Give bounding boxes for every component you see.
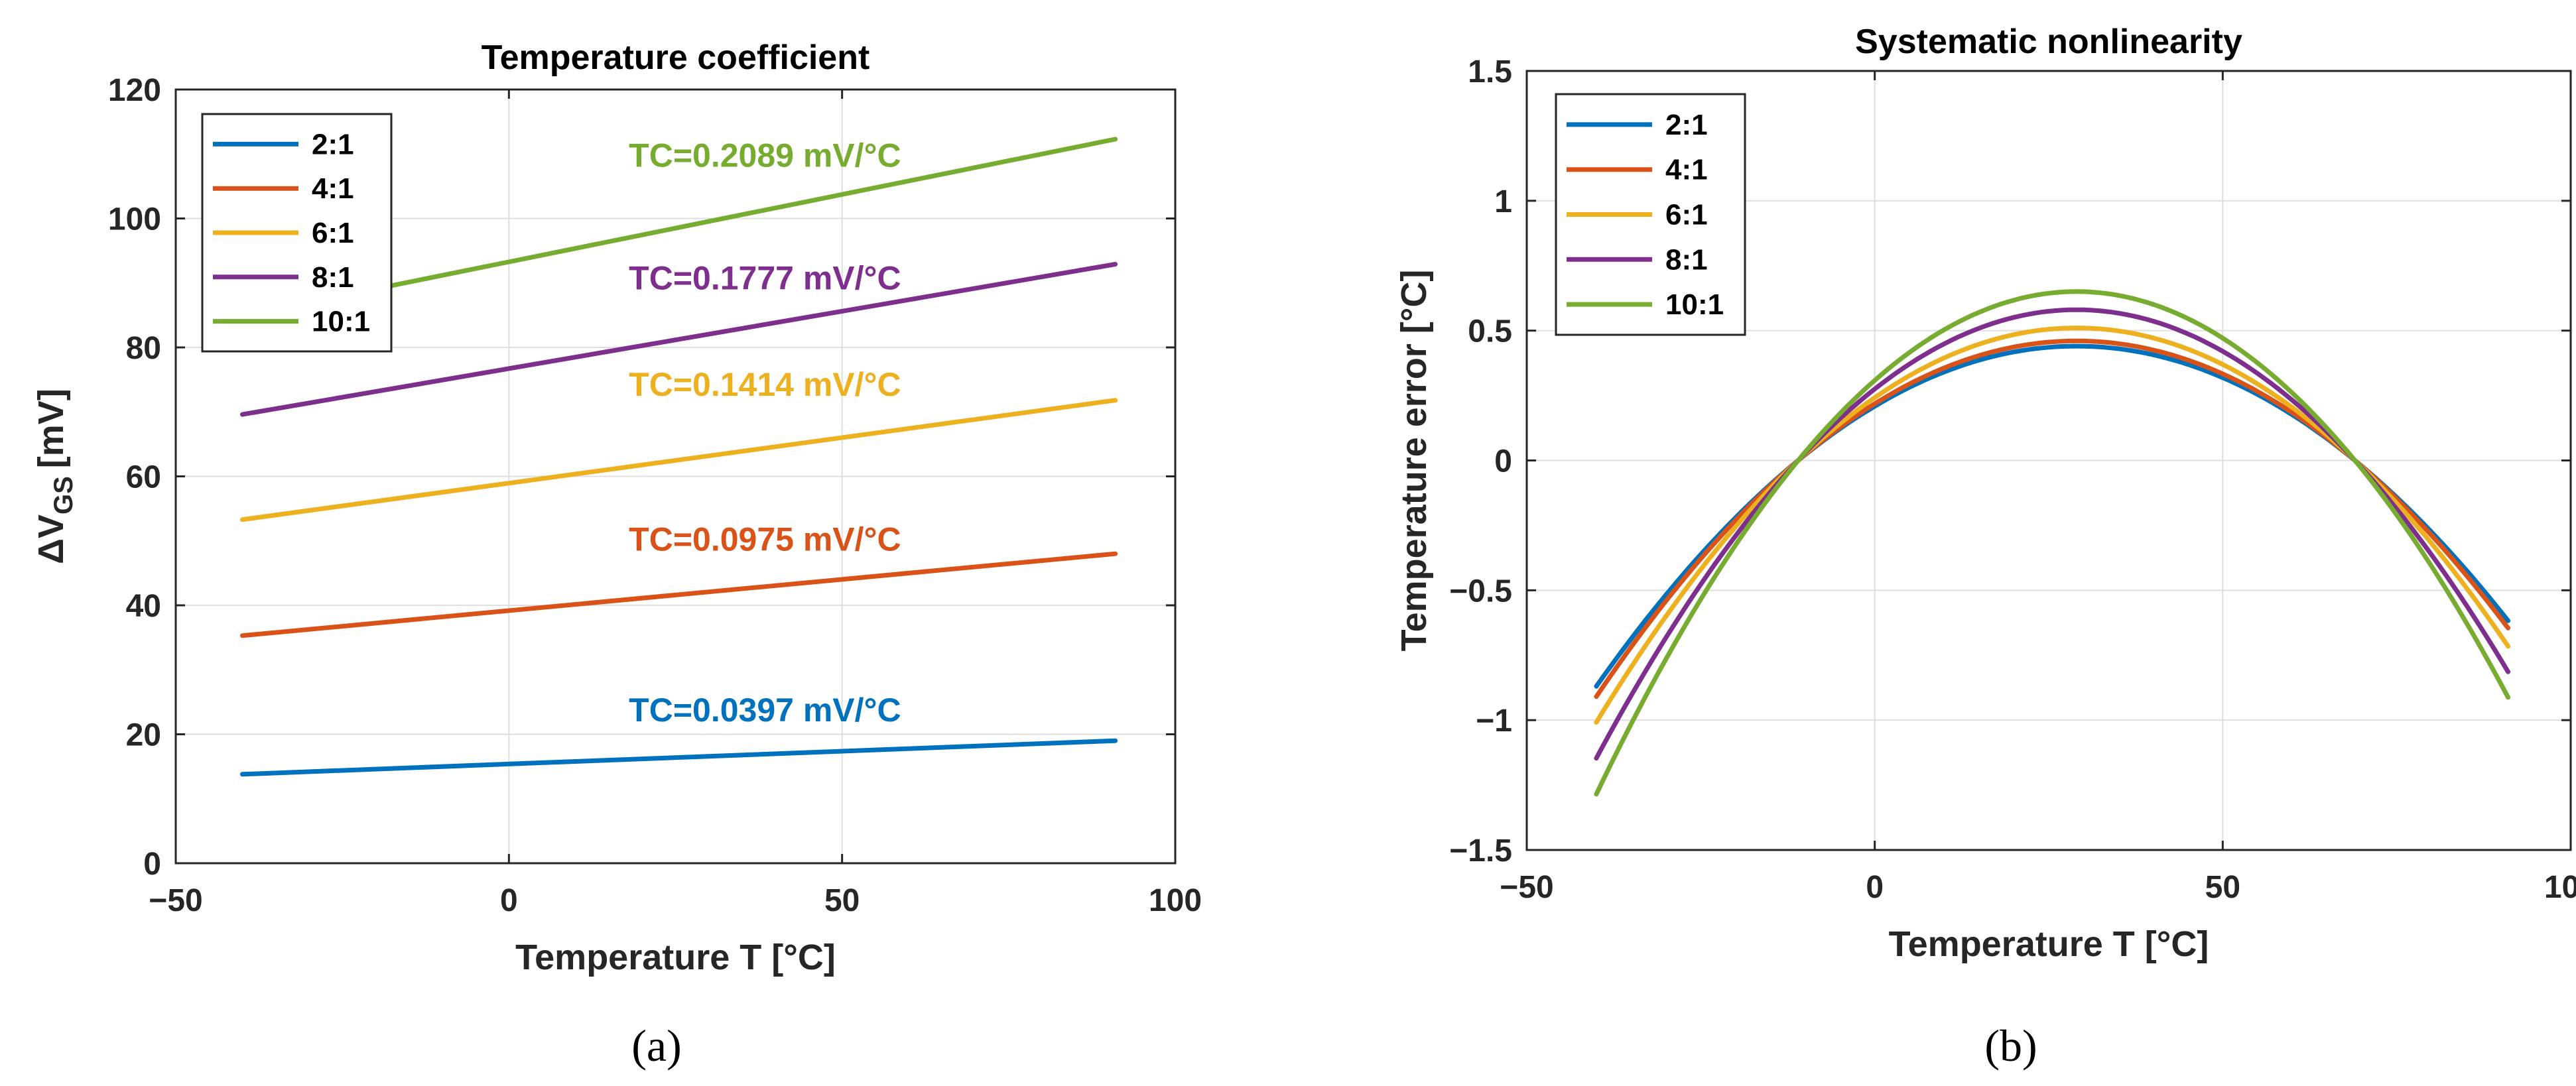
series-line-4-1 bbox=[240, 551, 1118, 638]
x-tick-label: 50 bbox=[2205, 870, 2240, 905]
y-axis-label-subscript: GS bbox=[49, 476, 78, 514]
tc-annotation-6-1: TC=0.1414 mV/°C bbox=[629, 366, 901, 403]
tc-annotation-10-1: TC=0.2089 mV/°C bbox=[629, 137, 901, 174]
legend-label-10-1: 10:1 bbox=[312, 306, 370, 338]
chart-title: Systematic nonlinearity bbox=[1855, 23, 2242, 61]
legend-label-2-1: 2:1 bbox=[312, 128, 354, 160]
x-tick-label: 0 bbox=[500, 883, 518, 918]
y-tick-label: −0.5 bbox=[1449, 573, 1512, 609]
y-tick-label: 1.5 bbox=[1468, 54, 1512, 90]
chart-title: Temperature coefficient bbox=[482, 38, 870, 77]
tc-annotation-4-1: TC=0.0975 mV/°C bbox=[629, 520, 901, 558]
legend-label-10-1: 10:1 bbox=[1665, 288, 1724, 321]
series-line-8-1 bbox=[240, 262, 1118, 417]
legend-label-4-1: 4:1 bbox=[312, 172, 354, 205]
y-tick-label: 1 bbox=[1494, 184, 1512, 219]
y-tick-label: 20 bbox=[126, 718, 161, 753]
y-tick-label: 80 bbox=[126, 331, 161, 366]
y-tick-label: 40 bbox=[126, 589, 161, 624]
tc-annotation-8-1: TC=0.1777 mV/°C bbox=[629, 259, 901, 296]
y-tick-label: −1 bbox=[1476, 703, 1512, 739]
y-tick-label: 0.5 bbox=[1468, 314, 1512, 349]
legend-label-8-1: 8:1 bbox=[1665, 243, 1708, 276]
x-axis-label: Temperature T [°C] bbox=[515, 937, 836, 977]
y-tick-label: 0 bbox=[1494, 444, 1512, 479]
chart-temperature-coefficient: TC=0.0397 mV/°C TC=0.0975 mV/°C TC=0.1414 … bbox=[31, 38, 1202, 1071]
legend-label-4-1: 4:1 bbox=[1665, 154, 1708, 186]
legend: 2:1 4:1 6:1 8:1 10:1 bbox=[201, 113, 393, 353]
figure-caption: (b) bbox=[1984, 1020, 2037, 1071]
y-tick-label: 60 bbox=[126, 460, 161, 495]
x-tick-label: −50 bbox=[1500, 870, 1553, 905]
y-tick-label: 0 bbox=[143, 847, 161, 882]
x-tick-label: 0 bbox=[1866, 870, 1884, 905]
legend-label-6-1: 6:1 bbox=[312, 217, 354, 249]
legend-label-6-1: 6:1 bbox=[1665, 199, 1708, 231]
y-tick-label: 100 bbox=[108, 202, 161, 237]
x-tick-label: 100 bbox=[2544, 870, 2576, 905]
y-axis-label: Temperature error [°C] bbox=[1394, 270, 1434, 652]
series-line-10-1 bbox=[1594, 289, 2511, 797]
legend-label-8-1: 8:1 bbox=[312, 261, 354, 294]
y-axis-label-unit: [mV] bbox=[31, 389, 71, 468]
x-axis-label: Temperature T [°C] bbox=[1889, 924, 2209, 964]
series-line-6-1 bbox=[240, 398, 1118, 522]
y-tick-label: −1.5 bbox=[1449, 833, 1512, 869]
legend-label-2-1: 2:1 bbox=[1665, 109, 1708, 141]
tc-annotation-2-1: TC=0.0397 mV/°C bbox=[629, 692, 901, 729]
x-tick-label: 50 bbox=[824, 883, 860, 918]
y-axis-label-main: ΔV bbox=[31, 514, 71, 564]
x-tick-label: −50 bbox=[149, 883, 202, 918]
y-tick-label: 120 bbox=[108, 73, 161, 108]
y-axis-label: ΔVGS [mV] bbox=[31, 389, 78, 564]
figure-caption: (a) bbox=[631, 1020, 681, 1071]
legend: 2:1 4:1 6:1 8:1 10:1 bbox=[1555, 93, 1746, 336]
chart-systematic-nonlinearity: −50 0 50 100 −1.5 −1 −0.5 0 0.5 1 1.5 Systematic no… bbox=[1394, 23, 2576, 1071]
x-tick-label: 100 bbox=[1149, 883, 1202, 918]
series-line-2-1 bbox=[240, 738, 1118, 777]
